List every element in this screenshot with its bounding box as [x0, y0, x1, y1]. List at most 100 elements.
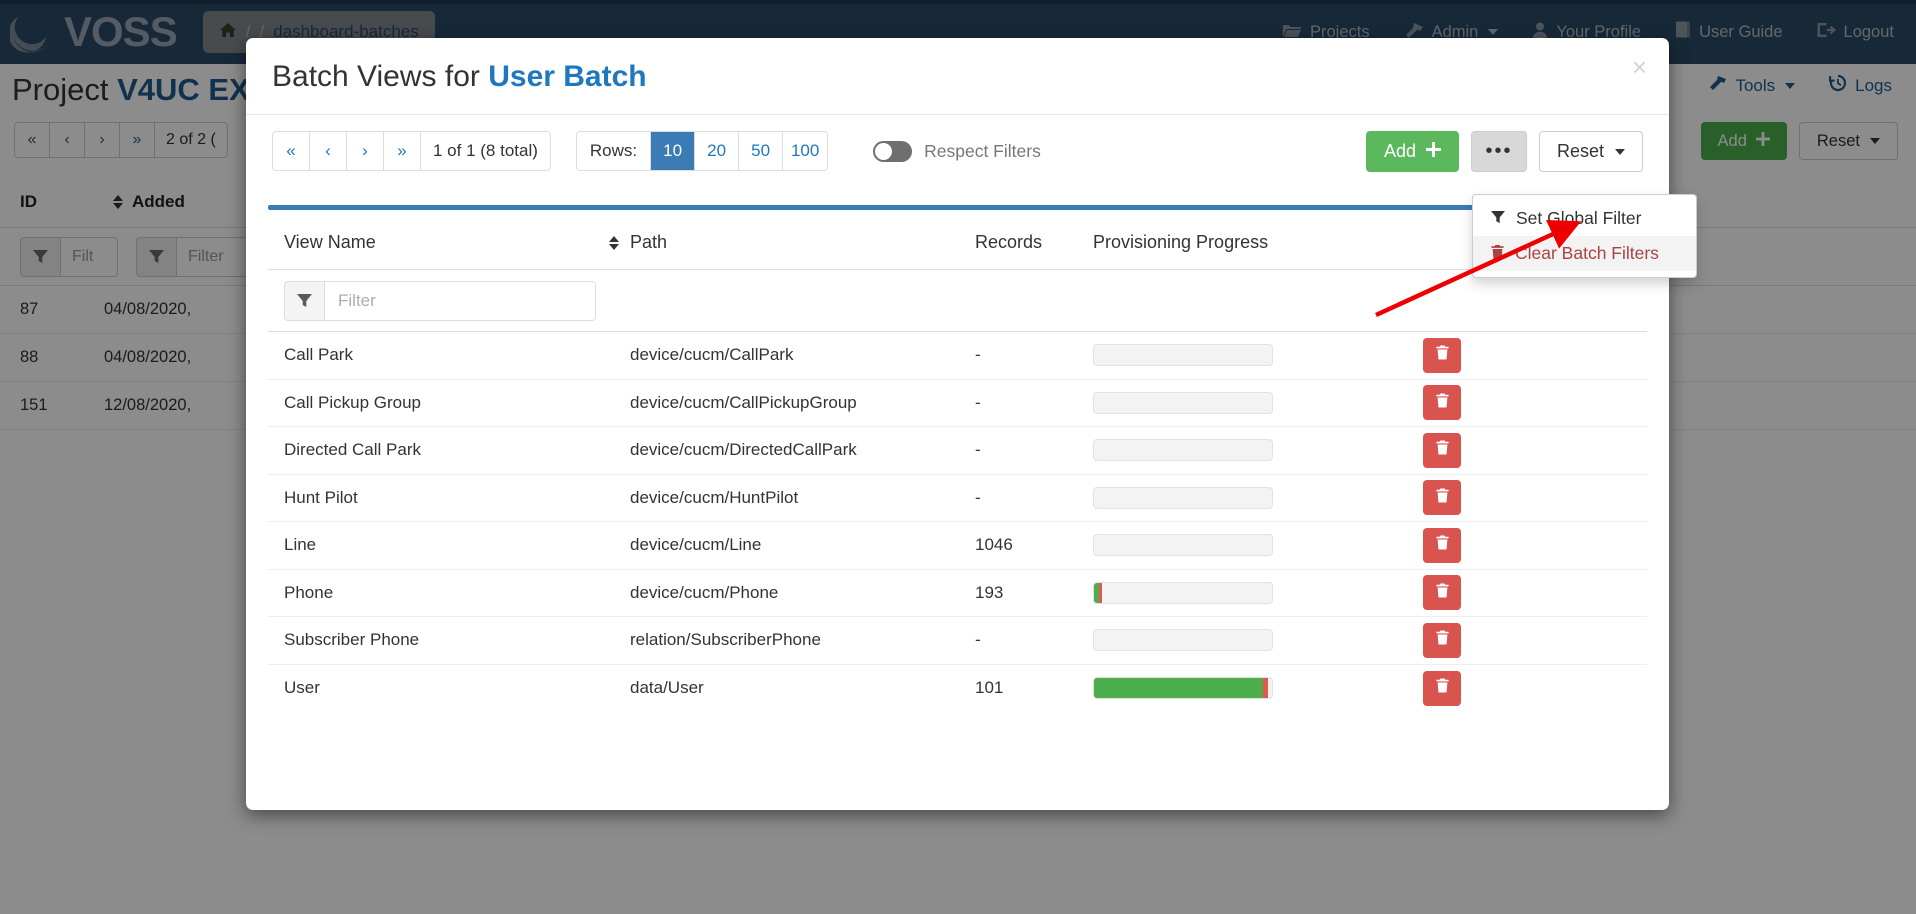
modal-title-value: User Batch	[488, 60, 647, 93]
bg-filter-id[interactable]: Filt	[20, 236, 118, 277]
bg-page-first[interactable]: «	[15, 123, 50, 157]
background-add-button[interactable]: Add	[1700, 122, 1787, 160]
page-prev-button[interactable]: ‹	[310, 132, 347, 170]
modal-pagination[interactable]: « ‹ › » 1 of 1 (8 total)	[272, 131, 551, 171]
cell-progress	[1093, 677, 1423, 700]
batch-views-modal: Batch Views for User Batch × « ‹ › » 1 o…	[246, 38, 1669, 810]
bg-header-id[interactable]: ID	[20, 191, 37, 211]
provisioning-progress-bar	[1093, 629, 1273, 652]
rows-per-page-group[interactable]: Rows: 10 20 50 100	[575, 131, 829, 171]
rows-option-10[interactable]: 10	[651, 132, 696, 170]
delete-button[interactable]	[1423, 337, 1461, 373]
rows-option-50[interactable]: 50	[739, 132, 784, 170]
more-actions-button[interactable]: •••	[1470, 131, 1527, 172]
logs-label: Logs	[1855, 75, 1892, 95]
background-reset-button[interactable]: Reset	[1798, 122, 1898, 160]
filter-input[interactable]: Filter	[324, 280, 596, 321]
cell-progress	[1093, 391, 1423, 414]
cell-path: data/User	[630, 678, 704, 698]
page-last-button[interactable]: »	[384, 132, 421, 170]
table-row[interactable]: Directed Call Park device/cucm/DirectedCa…	[268, 427, 1647, 475]
cell-actions	[1423, 575, 1543, 611]
home-icon[interactable]	[219, 22, 237, 43]
cell-path: device/cucm/DirectedCallPark	[630, 440, 857, 460]
reset-button[interactable]: Reset	[1538, 131, 1643, 172]
respect-filters-toggle[interactable]	[873, 140, 913, 162]
table-row[interactable]: Phone device/cucm/Phone 193	[268, 570, 1647, 617]
filter-icon[interactable]	[284, 280, 324, 321]
nav-label-admin: Admin	[1431, 22, 1479, 41]
bg-cell-added: 12/08/2020,	[104, 396, 192, 414]
filter-icon[interactable]	[136, 236, 176, 277]
table-row[interactable]: Call Pickup Group device/cucm/CallPickupG…	[268, 380, 1647, 427]
trash-icon	[1435, 678, 1449, 698]
nav-item-your-profile[interactable]: Your Profile	[1532, 22, 1641, 43]
modal-header: Batch Views for User Batch ×	[246, 38, 1669, 114]
logs-menu[interactable]: Logs	[1829, 74, 1892, 97]
rows-option-100[interactable]: 100	[783, 132, 828, 170]
close-icon[interactable]: ×	[1631, 52, 1647, 82]
menu-item-set-global-filter[interactable]: Set Global Filter	[1473, 201, 1696, 236]
top-navbar: VOSS / / dashboard-batches Projects	[0, 0, 1916, 64]
table-row[interactable]: Call Park device/cucm/CallPark -	[268, 332, 1647, 380]
nav-item-projects[interactable]: Projects	[1282, 22, 1370, 43]
page-status-label: 1 of 1 (8 total)	[433, 141, 538, 160]
bg-cell-id: 88	[20, 348, 39, 366]
delete-button[interactable]	[1423, 385, 1461, 421]
nav-item-user-guide[interactable]: User Guide	[1675, 21, 1783, 43]
header-view-name[interactable]: View Name	[284, 232, 376, 252]
cell-records: -	[975, 487, 981, 507]
view-name-filter[interactable]: Filter	[284, 280, 596, 321]
background-pagination[interactable]: « ‹ › » 2 of 2 (	[14, 122, 228, 158]
table-row[interactable]: Line device/cucm/Line 1046	[268, 522, 1647, 570]
wrench-icon	[1709, 75, 1727, 96]
table-row[interactable]: User data/User 101	[268, 665, 1647, 713]
bg-add-label: Add	[1717, 131, 1747, 150]
add-button[interactable]: Add	[1365, 131, 1459, 172]
cell-path: device/cucm/CallPickupGroup	[630, 392, 857, 412]
chevron-down-icon	[1785, 82, 1796, 89]
delete-button[interactable]	[1423, 432, 1461, 468]
header-records[interactable]: Records	[975, 232, 1043, 252]
header-provisioning-progress[interactable]: Provisioning Progress	[1093, 232, 1269, 252]
sort-icon[interactable]	[113, 194, 123, 209]
navbar-accent	[0, 0, 1916, 4]
nav-item-admin[interactable]: Admin	[1404, 22, 1499, 43]
bg-filter-id-input[interactable]: Filt	[60, 236, 118, 277]
bg-header-added[interactable]: Added	[132, 191, 185, 211]
background-action-buttons: Add Reset	[1700, 122, 1898, 160]
filter-icon[interactable]	[20, 236, 60, 277]
nav-item-logout[interactable]: Logout	[1817, 22, 1894, 43]
brand-logo[interactable]: VOSS	[0, 0, 178, 64]
bg-page-last[interactable]: »	[120, 123, 155, 157]
delete-button[interactable]	[1423, 670, 1461, 706]
page-next-button[interactable]: ›	[347, 132, 384, 170]
rows-option-20[interactable]: 20	[695, 132, 740, 170]
header-path[interactable]: Path	[630, 232, 668, 252]
loading-progress-bar	[268, 205, 1647, 210]
cell-path: device/cucm/HuntPilot	[630, 487, 799, 507]
sort-icon[interactable]	[598, 235, 630, 250]
table-row[interactable]: Subscriber Phone relation/SubscriberPhone…	[268, 617, 1647, 665]
bg-page-prev[interactable]: ‹	[50, 123, 85, 157]
table-row[interactable]: Hunt Pilot device/cucm/HuntPilot -	[268, 475, 1647, 522]
provisioning-progress-bar	[1093, 677, 1273, 700]
delete-button[interactable]	[1423, 480, 1461, 516]
page-first-button[interactable]: «	[273, 132, 310, 170]
provisioning-progress-bar	[1093, 439, 1273, 462]
breadcrumb-current[interactable]: dashboard-batches	[273, 22, 419, 41]
modal-title-prefix: Batch Views for	[272, 60, 489, 93]
respect-filters-control[interactable]: Respect Filters	[873, 140, 1041, 162]
menu-item-clear-batch-filters[interactable]: Clear Batch Filters	[1473, 236, 1696, 271]
delete-button[interactable]	[1423, 622, 1461, 658]
cell-path: device/cucm/Line	[630, 535, 762, 555]
cell-actions	[1423, 432, 1543, 468]
tools-menu[interactable]: Tools	[1709, 75, 1796, 96]
navbar-right-menu: Projects Admin Your Profile	[1282, 21, 1916, 43]
delete-button[interactable]	[1423, 575, 1461, 611]
nav-label-logout: Logout	[1843, 22, 1894, 41]
delete-button[interactable]	[1423, 527, 1461, 563]
bg-page-next[interactable]: ›	[85, 123, 120, 157]
cell-actions	[1423, 622, 1543, 658]
cell-view-name: User	[284, 678, 320, 698]
